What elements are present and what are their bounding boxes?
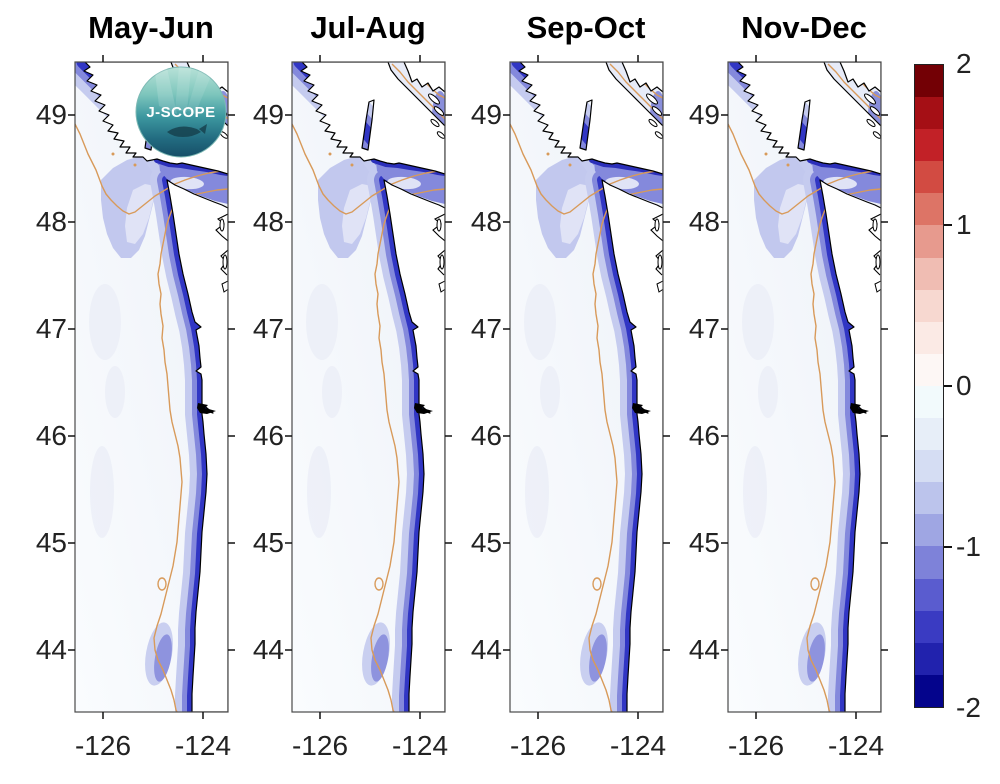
lon-tick-label: -126	[74, 730, 132, 761]
panel-title-nov-dec: Nov-Dec	[741, 10, 867, 45]
lat-tick-label: 45	[470, 527, 502, 558]
colorbar-segment	[915, 321, 943, 354]
colorbar-segment	[915, 418, 943, 451]
colorbar-segment	[915, 674, 943, 707]
colorbar-segment	[915, 353, 943, 386]
lon-tick-label: -126	[727, 730, 785, 761]
logo-lightray	[175, 67, 191, 112]
colorbar-segment	[915, 578, 943, 611]
lat-tick-label: 44	[470, 634, 502, 665]
lat-tick-label: 47	[688, 313, 720, 344]
lon-tick-label: -126	[509, 730, 567, 761]
fish-icon	[167, 126, 201, 137]
lat-tick-label: 45	[252, 527, 284, 558]
lat-tick-label: 49	[470, 99, 502, 130]
colorbar-segment	[915, 257, 943, 290]
logo-lightray	[187, 70, 211, 114]
lat-tick-label: 48	[470, 206, 502, 237]
jscope-logo: J-SCOPE	[135, 66, 227, 158]
logo-lightray	[155, 68, 177, 114]
colorbar-label: 0	[956, 370, 972, 401]
lat-tick-label: 46	[252, 420, 284, 451]
colorbar-tick	[944, 385, 952, 387]
colorbar-segment	[915, 642, 943, 675]
fish-tail-icon	[199, 124, 207, 134]
colorbar-segment	[915, 225, 943, 258]
jscope-logo-circle	[135, 66, 227, 158]
lat-tick-label: 47	[470, 313, 502, 344]
map-panel-sep-oct	[501, 53, 672, 721]
colorbar	[914, 64, 944, 708]
colorbar-segment	[915, 289, 943, 322]
colorbar-segment	[915, 385, 943, 419]
lat-tick-label: 49	[688, 99, 720, 130]
colorbar-tick	[944, 546, 952, 548]
lat-tick-label: 46	[470, 420, 502, 451]
colorbar-segment	[915, 450, 943, 483]
lat-tick-label: 49	[35, 99, 67, 130]
lat-tick-label: 44	[35, 634, 67, 665]
lon-tick-label: -124	[174, 730, 232, 761]
lon-tick-label: -124	[391, 730, 449, 761]
colorbar-segment	[915, 514, 943, 547]
colorbar-segment	[915, 610, 943, 643]
map-panel-jul-aug	[283, 53, 454, 721]
lat-tick-label: 46	[35, 420, 67, 451]
lat-tick-label: 48	[688, 206, 720, 237]
lon-tick-label: -124	[827, 730, 885, 761]
colorbar-label: 2	[956, 48, 972, 79]
lat-tick-label: 46	[688, 420, 720, 451]
lat-tick-label: 45	[688, 527, 720, 558]
lat-tick-label: 45	[35, 527, 67, 558]
map-panel-may-jun: J-SCOPE	[66, 53, 237, 721]
lat-tick-label: 49	[252, 99, 284, 130]
lat-tick-label: 44	[252, 634, 284, 665]
colorbar-segment	[915, 65, 943, 98]
map-panel-nov-dec	[719, 53, 890, 721]
colorbar-label: -2	[956, 692, 981, 723]
colorbar-segment	[915, 546, 943, 579]
colorbar-segment	[915, 482, 943, 515]
colorbar-segment	[915, 97, 943, 130]
colorbar-segment	[915, 161, 943, 194]
colorbar-tick	[944, 224, 952, 226]
lat-tick-label: 47	[252, 313, 284, 344]
panel-title-may-jun: May-Jun	[88, 10, 214, 45]
colorbar-label: -1	[956, 531, 981, 562]
panel-title-jul-aug: Jul-Aug	[310, 10, 426, 45]
lat-tick-label: 48	[35, 206, 67, 237]
colorbar-label: 1	[956, 209, 972, 240]
lon-tick-label: -126	[291, 730, 349, 761]
colorbar-segment	[915, 129, 943, 162]
lon-tick-label: -124	[609, 730, 667, 761]
panel-title-sep-oct: Sep-Oct	[526, 10, 646, 45]
lat-tick-label: 47	[35, 313, 67, 344]
lat-tick-label: 44	[688, 634, 720, 665]
lat-tick-label: 48	[252, 206, 284, 237]
jscope-logo-text: J-SCOPE	[146, 104, 215, 121]
colorbar-segment	[915, 193, 943, 226]
